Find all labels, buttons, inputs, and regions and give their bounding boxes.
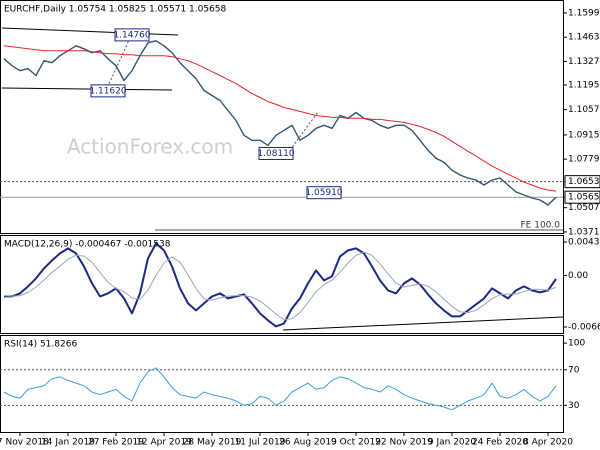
y-tick-label: 1.03710 (568, 227, 600, 237)
trend-line (1, 87, 173, 91)
x-tick-label: 27 Nov 2018 (0, 438, 49, 448)
panel-title: EURCHF,Daily 1.05754 1.05825 1.05571 1.0… (4, 5, 227, 15)
series-line (3, 251, 557, 320)
x-tick-label: 27 Feb 2019 (88, 438, 144, 448)
fe-label: FE 100.0 (521, 221, 561, 231)
series-line (4, 242, 557, 328)
x-tick-label: 11 Jul 2019 (235, 438, 286, 448)
annotation-box (306, 186, 342, 200)
y-tick-label: 1.09150 (568, 130, 600, 140)
y-tick-label: 1.10570 (568, 105, 600, 115)
x-tick-label: 22 Nov 2019 (375, 438, 433, 448)
x-tick-label: 14 Jan 2019 (41, 438, 95, 448)
y-tick-label: 1.14630 (568, 33, 600, 43)
y-tick-label: 1.05070 (568, 203, 600, 213)
y-tick-label: 1.05658 (568, 193, 600, 203)
y-tick-label: 1.15990 (568, 8, 600, 18)
macd-trend-line (282, 316, 564, 331)
y-tick-label: 1.07790 (568, 155, 600, 165)
panel-frame (0, 235, 564, 334)
x-tick-label: 26 Aug 2019 (279, 438, 337, 448)
x-tick-label: 28 May 2019 (183, 438, 242, 448)
y-tick-label: 30 (568, 401, 580, 411)
fib-link (107, 37, 131, 87)
panel-title: MACD(12,26,9) -0.000467 -0.001538 (4, 240, 171, 250)
x-tick-label: 8 Apr 2020 (523, 438, 573, 448)
annotation-label: 1.11620 (89, 86, 126, 96)
tick-box (564, 175, 600, 189)
y-tick-label: -0.006663 (568, 323, 600, 333)
y-tick-label: 0.00 (568, 271, 588, 281)
watermark: ActionForex.com (67, 135, 233, 159)
annotation-label: 1.05910 (305, 188, 342, 198)
x-tick-label: 24 Feb 2020 (472, 438, 528, 448)
tick-box (564, 190, 600, 204)
y-tick-label: 0.004319 (568, 237, 600, 247)
x-tick-label: 9 Jan 2020 (428, 438, 476, 448)
panel-frame (0, 0, 564, 234)
x-tick-label: 9 Oct 2019 (331, 438, 381, 448)
series-line (3, 45, 557, 192)
panel-frame (0, 335, 564, 433)
annotation-label: 1.14760 (113, 30, 150, 40)
y-tick-label: 1.11950 (568, 80, 600, 90)
series-line (3, 367, 557, 411)
y-tick-label: 1.13270 (568, 57, 600, 67)
y-tick-label: 70 (568, 365, 580, 375)
annotation-box (258, 146, 294, 160)
x-tick-label: 12 Apr 2019 (136, 438, 192, 448)
y-tick-label: 100 (568, 339, 585, 349)
annotation-box (114, 28, 150, 42)
annotation-label: 1.08110 (257, 149, 294, 159)
y-tick-label: 1.06530 (568, 177, 600, 187)
annotation-box (90, 84, 126, 98)
panel-title: RSI(14) 51.8266 (4, 340, 77, 350)
